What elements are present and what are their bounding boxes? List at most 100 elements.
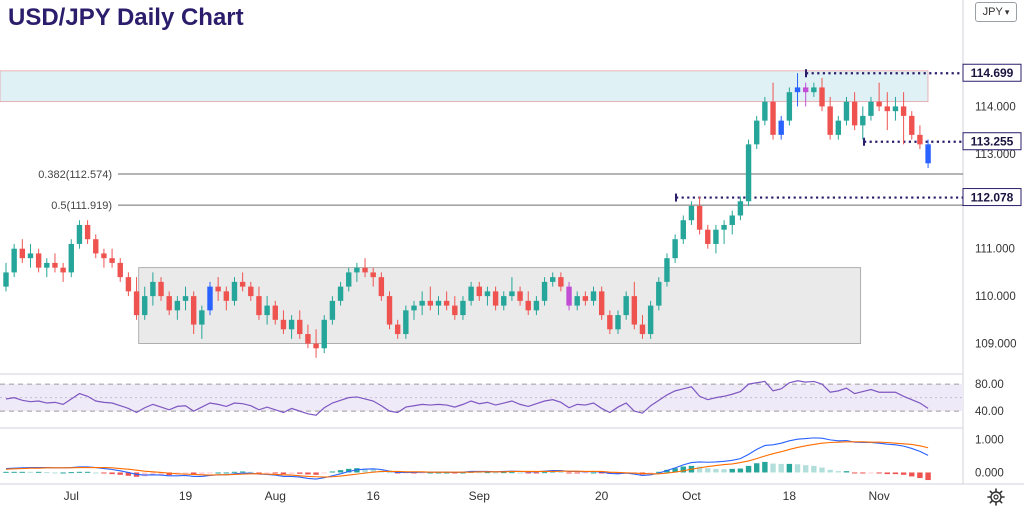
candle-body <box>313 343 319 349</box>
candle-body <box>174 300 181 311</box>
candle-body <box>182 296 189 301</box>
macd-histogram-bar <box>272 472 278 474</box>
candle-body <box>860 115 866 126</box>
macd-histogram-bar <box>729 468 735 473</box>
price-label: 113.255 <box>971 135 1014 149</box>
candle-body <box>3 272 9 287</box>
candle-body <box>566 286 572 306</box>
candle-body <box>52 262 58 268</box>
time-tick-label: 20 <box>595 489 609 503</box>
fib-label: 0.5(111.919) <box>51 200 112 212</box>
price-tick-label: 113.000 <box>975 149 1016 161</box>
range-box <box>138 267 862 344</box>
macd-histogram-bar <box>664 469 670 473</box>
candle-body <box>190 296 197 325</box>
candle-body <box>76 224 83 244</box>
macd-histogram-bar <box>754 463 760 473</box>
macd-histogram-bar <box>525 472 531 474</box>
macd-histogram-bar <box>517 472 523 474</box>
macd-histogram-bar <box>778 463 784 473</box>
macd-histogram-bar <box>101 472 107 474</box>
macd-histogram-bar <box>590 472 597 474</box>
candle-body <box>403 310 409 335</box>
candle-body <box>778 120 784 135</box>
chevron-down-icon: ▾ <box>1004 6 1010 17</box>
currency-dropdown[interactable]: JPY ▾ <box>975 2 1017 22</box>
macd-histogram-bar <box>721 469 727 473</box>
macd-histogram-bar <box>615 472 621 474</box>
candle-body <box>607 315 613 330</box>
macd-histogram-bar <box>851 472 858 474</box>
macd-histogram-bar <box>509 472 515 474</box>
macd-histogram-bar <box>566 472 572 474</box>
candle-body <box>443 300 450 306</box>
candle-body <box>362 267 368 273</box>
candle-body <box>843 101 850 121</box>
candle-body <box>370 272 376 278</box>
macd-histogram-bar <box>288 472 295 474</box>
candle-body <box>394 324 401 335</box>
candle-body <box>109 258 115 263</box>
macd-histogram-bar <box>786 463 793 473</box>
candle-body <box>166 296 172 311</box>
macd-histogram-bar <box>647 472 654 474</box>
candle-body <box>35 253 42 268</box>
gear-icon[interactable] <box>986 487 1006 507</box>
candle-body <box>892 106 899 112</box>
macd-histogram-bar <box>811 465 817 473</box>
candle-body <box>525 300 531 311</box>
macd-histogram-bar <box>76 471 83 473</box>
macd-histogram-bar <box>696 466 703 473</box>
candle-body <box>884 106 890 112</box>
macd-histogram-bar <box>802 465 809 473</box>
candle-body <box>321 319 327 349</box>
candle-body <box>631 296 638 325</box>
candle-body <box>827 106 833 135</box>
macd-histogram-bar <box>386 472 393 474</box>
macd-histogram-bar <box>705 468 711 473</box>
macd-histogram-bar <box>476 472 482 474</box>
macd-histogram-bar <box>280 472 287 475</box>
candle-body <box>248 286 254 297</box>
macd-histogram-bar <box>909 472 915 477</box>
candle-body <box>427 300 434 306</box>
time-tick-label: Aug <box>265 489 286 503</box>
time-tick-label: Oct <box>682 489 701 503</box>
candle-body <box>101 253 107 259</box>
candle-body <box>142 296 148 316</box>
macd-histogram-bar <box>215 472 221 474</box>
macd-histogram-bar <box>884 472 890 475</box>
candle-body <box>19 248 26 259</box>
macd-histogram-bar <box>182 472 189 474</box>
candle-body <box>623 296 629 316</box>
candle-body <box>223 291 230 301</box>
candle-body <box>256 296 262 316</box>
candle-body <box>876 101 882 107</box>
signal-line <box>5 441 929 478</box>
macd-histogram-bar <box>52 472 58 474</box>
macd-histogram-bar <box>737 468 744 473</box>
macd-histogram-bar <box>158 472 164 476</box>
candle-body <box>533 300 540 311</box>
macd-histogram-bar <box>3 471 9 473</box>
macd-histogram-bar <box>305 472 311 475</box>
price-tick-label: 114.000 <box>975 101 1016 113</box>
macd-histogram-bar <box>868 472 874 474</box>
macd-tick-label: 0.000 <box>975 467 1004 479</box>
candle-body <box>297 319 303 335</box>
candle-body <box>688 206 695 221</box>
macd-histogram-bar <box>770 463 776 473</box>
candle-body <box>770 101 776 135</box>
candle-body <box>745 144 752 202</box>
candle-body <box>460 300 466 316</box>
macd-histogram-bar <box>27 471 34 473</box>
candle-body <box>125 277 132 292</box>
macd-histogram-bar <box>925 472 931 481</box>
candle-body <box>705 229 711 244</box>
macd-histogram-bar <box>484 472 491 474</box>
candle-body <box>721 224 727 230</box>
macd-histogram-bar <box>419 472 425 474</box>
macd-histogram-bar <box>680 466 686 473</box>
macd-histogram-bar <box>142 472 148 477</box>
